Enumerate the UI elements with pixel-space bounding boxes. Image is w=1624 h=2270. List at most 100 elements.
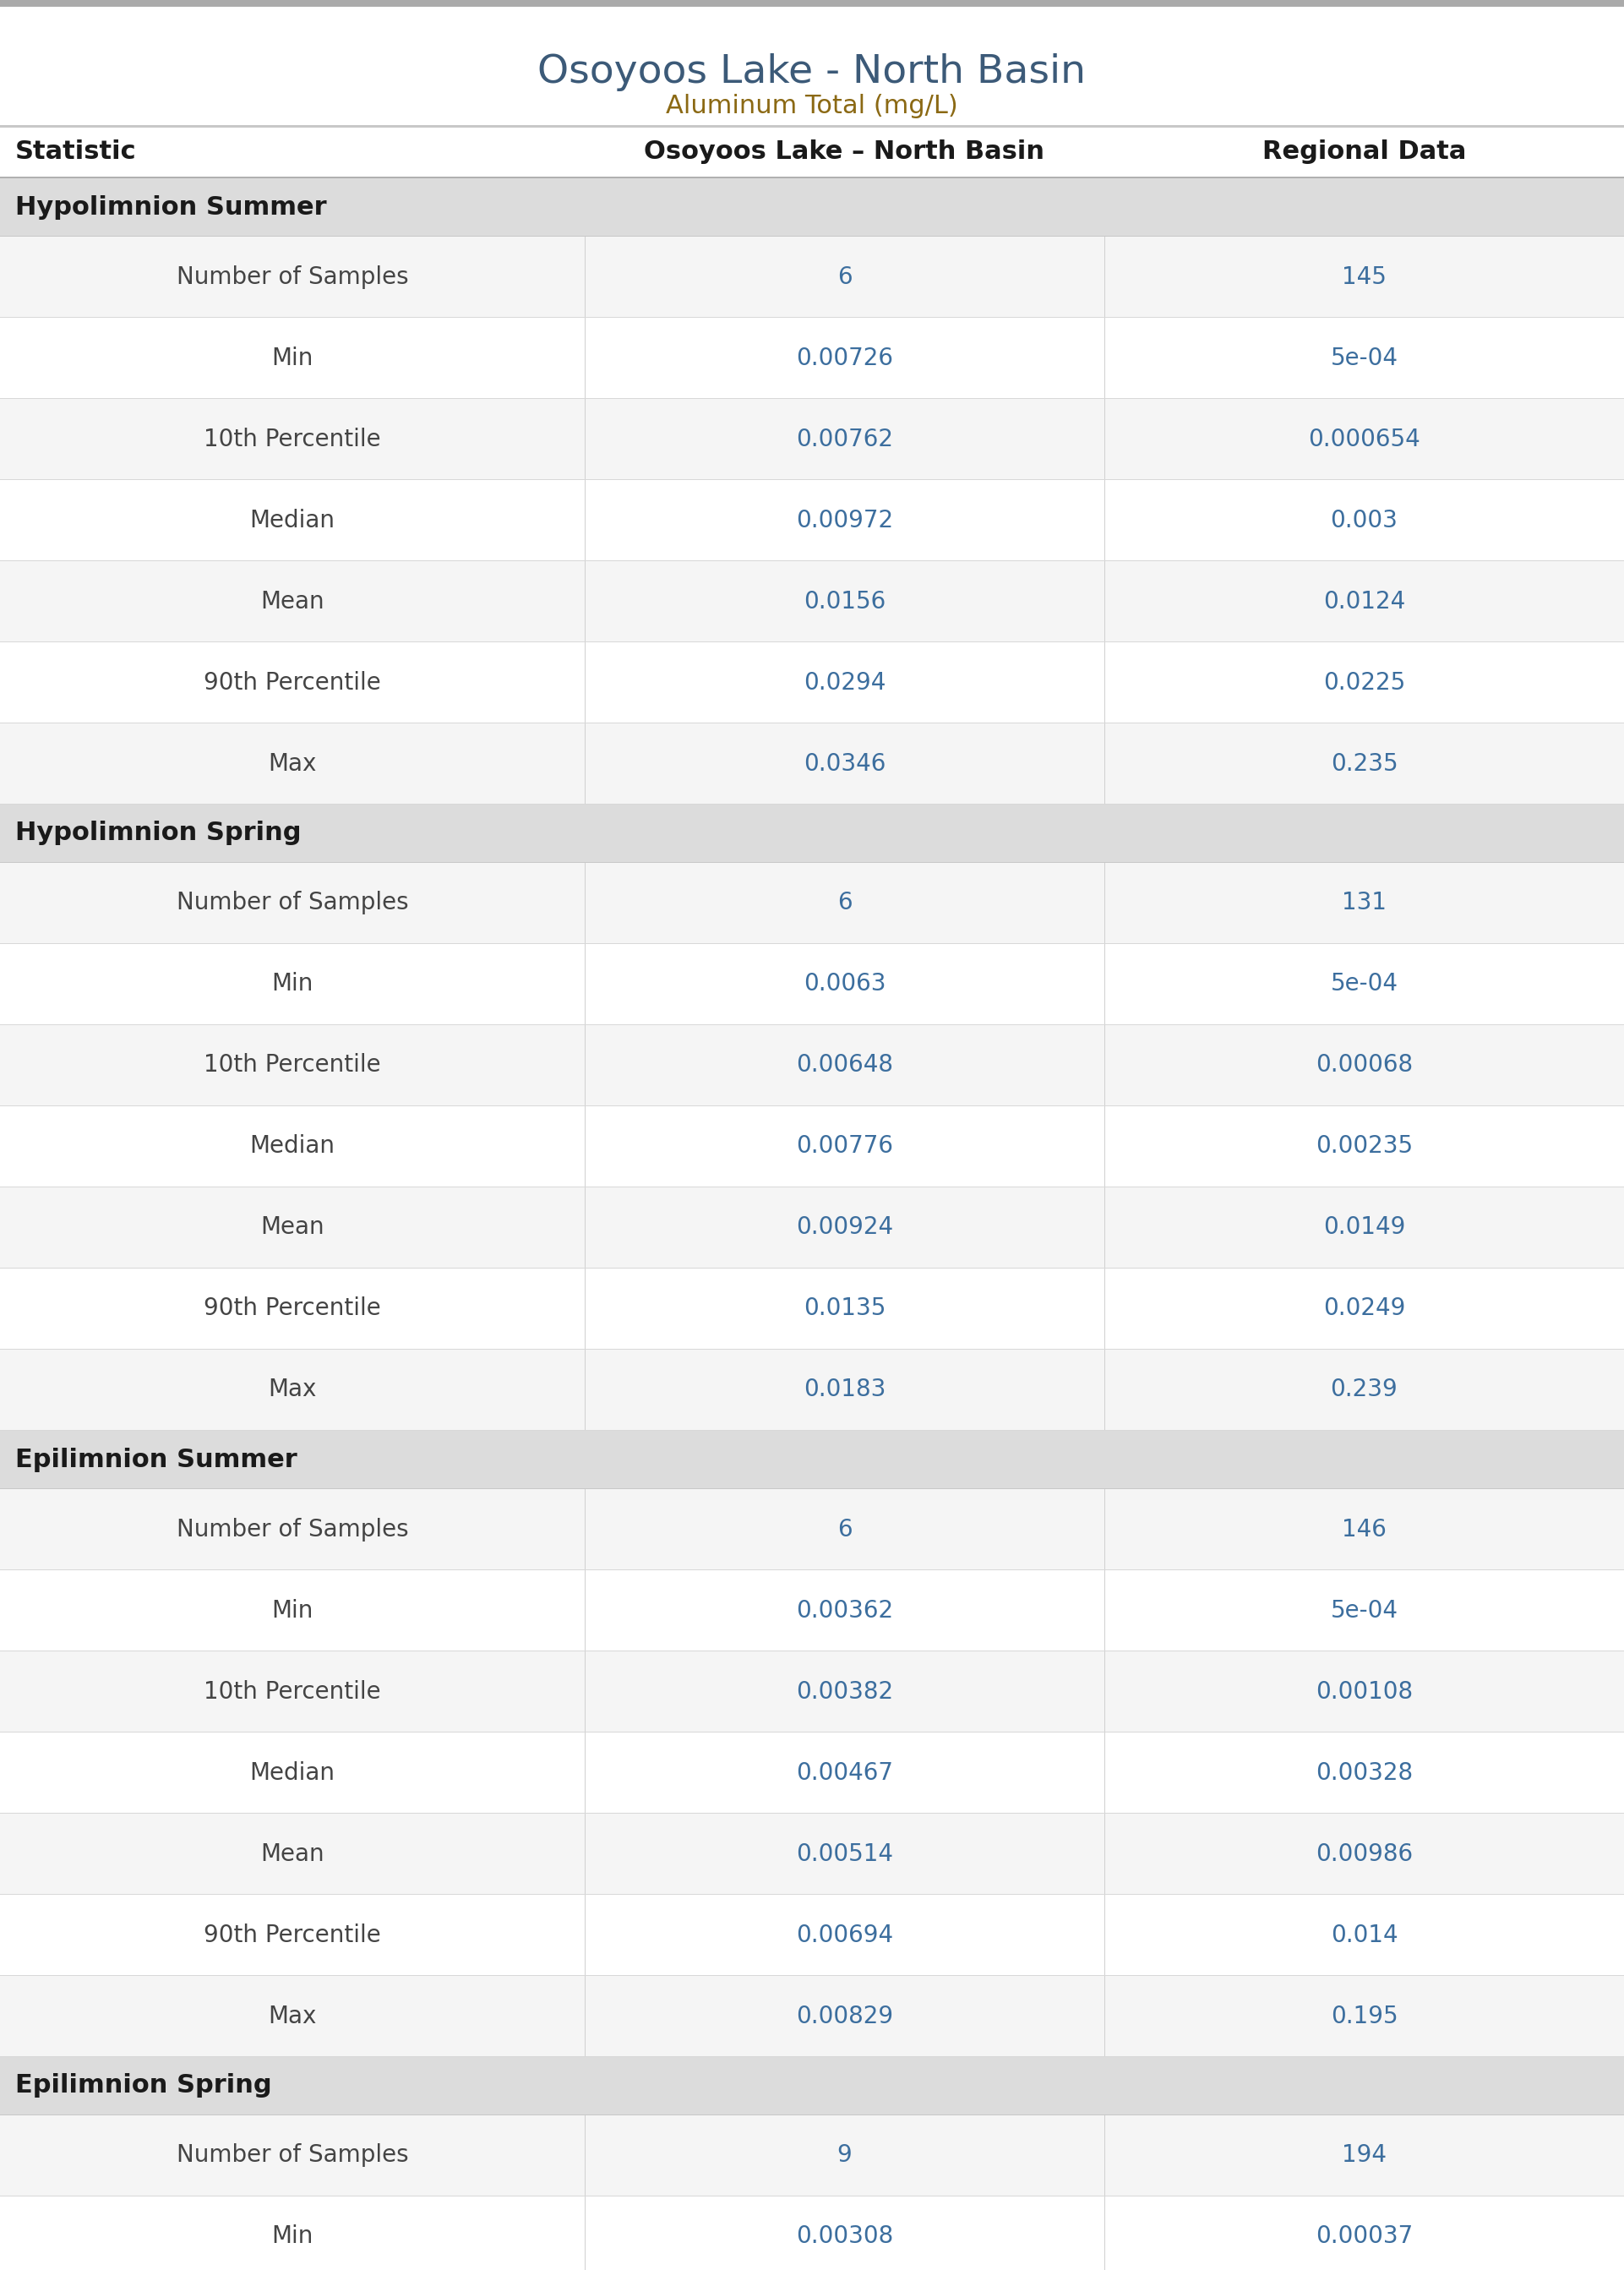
Text: 5e-04: 5e-04 [1330, 345, 1398, 370]
Text: 146: 146 [1341, 1516, 1387, 1541]
Text: Number of Samples: Number of Samples [177, 266, 408, 288]
Text: 0.00648: 0.00648 [796, 1053, 893, 1076]
Text: 0.00924: 0.00924 [796, 1217, 893, 1239]
Text: 10th Percentile: 10th Percentile [203, 1680, 382, 1702]
Bar [0, 1026, 1624, 1105]
Text: 0.0183: 0.0183 [804, 1378, 885, 1401]
Text: Mean: Mean [260, 1841, 325, 1866]
Text: Number of Samples: Number of Samples [177, 2143, 408, 2168]
Bar [0, 2057, 1624, 2113]
Bar [0, 318, 1624, 397]
Bar [0, 1187, 1624, 1267]
Text: 0.014: 0.014 [1330, 1923, 1398, 1948]
Text: 10th Percentile: 10th Percentile [203, 1053, 382, 1076]
Bar [0, 1269, 1624, 1348]
Bar [0, 1895, 1624, 1975]
Bar [0, 2116, 1624, 2195]
Text: Mean: Mean [260, 590, 325, 613]
Text: Number of Samples: Number of Samples [177, 892, 408, 915]
Text: 0.00308: 0.00308 [796, 2225, 893, 2250]
Text: 0.00235: 0.00235 [1315, 1135, 1413, 1158]
Bar [0, 1489, 1624, 1569]
Text: 0.239: 0.239 [1330, 1378, 1398, 1401]
Bar [0, 179, 1624, 236]
Text: Epilimnion Summer: Epilimnion Summer [15, 1448, 297, 1471]
Bar [0, 1571, 1624, 1650]
Text: 90th Percentile: 90th Percentile [203, 670, 382, 695]
Bar [0, 1732, 1624, 1814]
Text: 0.0156: 0.0156 [804, 590, 885, 613]
Text: 6: 6 [836, 266, 853, 288]
Text: Hypolimnion Spring: Hypolimnion Spring [15, 822, 300, 844]
Text: 5e-04: 5e-04 [1330, 1598, 1398, 1623]
Text: 0.00362: 0.00362 [796, 1598, 893, 1623]
Text: Statistic: Statistic [15, 141, 136, 163]
Bar [0, 1430, 1624, 1489]
Text: 90th Percentile: 90th Percentile [203, 1296, 382, 1321]
Text: 145: 145 [1341, 266, 1387, 288]
Text: Min: Min [271, 345, 313, 370]
Bar [0, 2197, 1624, 2270]
Bar [0, 863, 1624, 942]
Bar [0, 0, 1624, 7]
Text: Min: Min [271, 2225, 313, 2250]
Bar [0, 804, 1624, 863]
Text: 0.0124: 0.0124 [1324, 590, 1405, 613]
Text: 9: 9 [836, 2143, 853, 2168]
Text: Median: Median [250, 508, 335, 531]
Text: 0.003: 0.003 [1330, 508, 1398, 531]
Text: Osoyoos Lake – North Basin: Osoyoos Lake – North Basin [645, 141, 1044, 163]
Text: 0.195: 0.195 [1330, 2004, 1398, 2027]
Text: Median: Median [250, 1762, 335, 1784]
Text: 0.0225: 0.0225 [1324, 670, 1405, 695]
Text: Osoyoos Lake - North Basin: Osoyoos Lake - North Basin [538, 54, 1086, 91]
Text: Epilimnion Spring: Epilimnion Spring [15, 2073, 271, 2097]
Text: 0.00762: 0.00762 [796, 427, 893, 452]
Text: 0.0135: 0.0135 [804, 1296, 885, 1321]
Text: 0.00037: 0.00037 [1315, 2225, 1413, 2250]
Text: 0.235: 0.235 [1330, 751, 1398, 776]
Text: 90th Percentile: 90th Percentile [203, 1923, 382, 1948]
Text: 0.00328: 0.00328 [1315, 1762, 1413, 1784]
Text: 5e-04: 5e-04 [1330, 972, 1398, 997]
Text: 0.0063: 0.0063 [804, 972, 885, 997]
Text: 0.0149: 0.0149 [1324, 1217, 1405, 1239]
Text: 0.0249: 0.0249 [1324, 1296, 1405, 1321]
Bar [0, 1650, 1624, 1732]
Text: 6: 6 [836, 892, 853, 915]
Text: Min: Min [271, 1598, 313, 1623]
Text: Median: Median [250, 1135, 335, 1158]
Bar [0, 1105, 1624, 1187]
Text: 0.000654: 0.000654 [1307, 427, 1421, 452]
Bar [0, 400, 1624, 479]
Bar [0, 127, 1624, 177]
Text: Regional Data: Regional Data [1262, 141, 1466, 163]
Text: 0.00514: 0.00514 [796, 1841, 893, 1866]
Bar [0, 236, 1624, 318]
Text: 0.00986: 0.00986 [1315, 1841, 1413, 1866]
Text: 131: 131 [1341, 892, 1387, 915]
Bar [0, 125, 1624, 127]
Bar [0, 944, 1624, 1024]
Text: Max: Max [268, 2004, 317, 2027]
Bar [0, 642, 1624, 722]
Bar [0, 724, 1624, 804]
Text: 6: 6 [836, 1516, 853, 1541]
Text: 194: 194 [1341, 2143, 1387, 2168]
Text: Min: Min [271, 972, 313, 997]
Bar [0, 1351, 1624, 1430]
Text: 0.00694: 0.00694 [796, 1923, 893, 1948]
Bar [0, 561, 1624, 642]
Text: Number of Samples: Number of Samples [177, 1516, 408, 1541]
Bar [0, 1975, 1624, 2057]
Text: 10th Percentile: 10th Percentile [203, 427, 382, 452]
Text: 0.0346: 0.0346 [804, 751, 885, 776]
Text: 0.00108: 0.00108 [1315, 1680, 1413, 1702]
Text: 0.00972: 0.00972 [796, 508, 893, 531]
Text: 0.00726: 0.00726 [796, 345, 893, 370]
Text: 0.00829: 0.00829 [796, 2004, 893, 2027]
Bar [0, 1814, 1624, 1893]
Text: Hypolimnion Summer: Hypolimnion Summer [15, 195, 326, 220]
Text: 0.00776: 0.00776 [796, 1135, 893, 1158]
Text: 0.00382: 0.00382 [796, 1680, 893, 1702]
